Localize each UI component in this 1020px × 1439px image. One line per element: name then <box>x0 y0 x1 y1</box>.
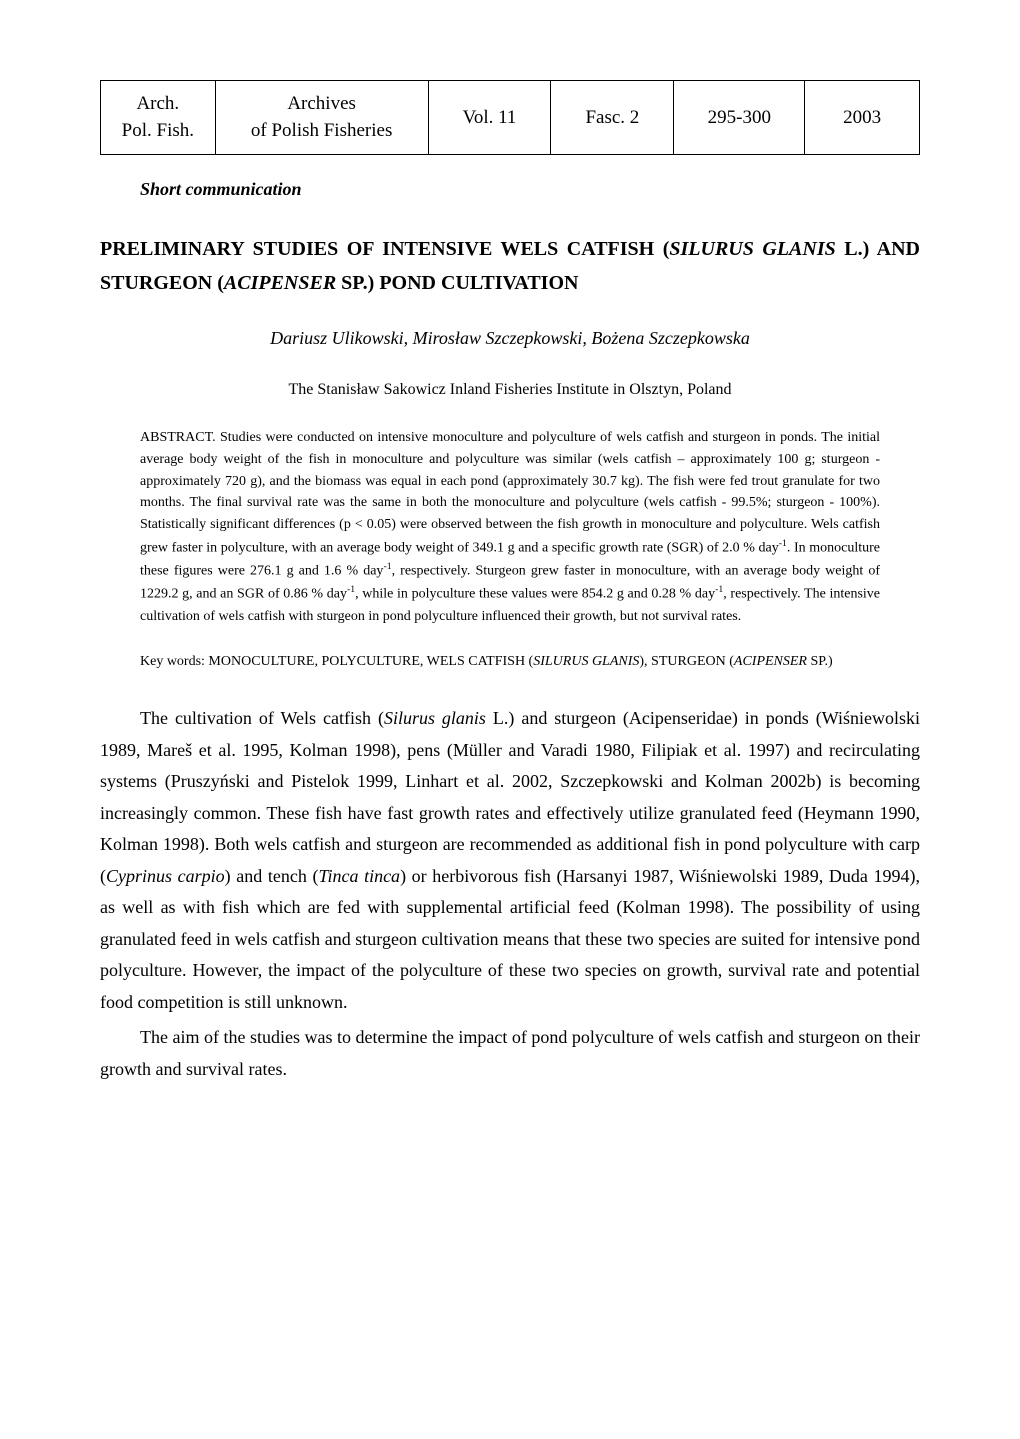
header-volume: Vol. 11 <box>428 81 551 155</box>
header-fullname-line2: of Polish Fisheries <box>251 120 392 141</box>
affiliation: The Stanisław Sakowicz Inland Fisheries … <box>100 381 920 399</box>
header-fullname-line1: Archives <box>287 93 356 114</box>
header-pages: 295-300 <box>674 81 805 155</box>
header-year: 2003 <box>805 81 920 155</box>
body-paragraph-1: The cultivation of Wels catfish (Silurus… <box>100 703 920 1018</box>
paper-title: PRELIMINARY STUDIES OF INTENSIVE WELS CA… <box>100 232 920 300</box>
header-fullname: Archives of Polish Fisheries <box>215 81 428 155</box>
body-paragraph-2: The aim of the studies was to determine … <box>100 1022 920 1085</box>
header-abbrev-line2: Pol. Fish. <box>122 120 194 141</box>
authors: Dariusz Ulikowski, Mirosław Szczepkowski… <box>100 328 920 349</box>
header-fascicle: Fasc. 2 <box>551 81 674 155</box>
abstract: ABSTRACT. Studies were conducted on inte… <box>140 427 880 627</box>
header-abbrev-line1: Arch. <box>136 93 179 114</box>
keywords: Key words: MONOCULTURE, POLYCULTURE, WEL… <box>140 651 880 673</box>
journal-header-table: Arch. Pol. Fish. Archives of Polish Fish… <box>100 80 920 155</box>
header-abbrev: Arch. Pol. Fish. <box>101 81 216 155</box>
section-label: Short communication <box>140 179 920 200</box>
